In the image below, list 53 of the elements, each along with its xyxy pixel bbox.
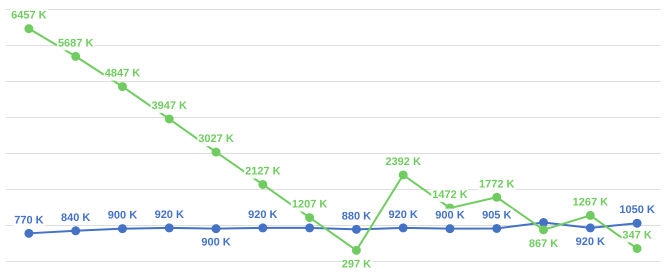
point: [118, 82, 127, 92]
point: [258, 223, 268, 232]
data-label: 297 K: [342, 258, 372, 270]
point: [539, 225, 548, 234]
point: [539, 218, 548, 228]
data-label: 4847 K: [104, 68, 140, 80]
data-label: 2392 K: [385, 156, 421, 168]
point: [445, 224, 454, 234]
data-label: 347 K: [622, 230, 652, 242]
data-label: 1772 K: [479, 178, 515, 190]
point: [586, 223, 595, 232]
point: [632, 218, 642, 228]
data-label: 6457 K: [11, 10, 47, 22]
point: [352, 246, 361, 255]
data-label: 920 K: [154, 208, 184, 221]
point: [71, 226, 80, 236]
point: [586, 210, 595, 220]
point: [71, 52, 80, 61]
point: [632, 244, 642, 254]
point: [24, 24, 34, 34]
point: [492, 224, 502, 233]
data-label: 1050 K: [619, 204, 655, 216]
point: [398, 170, 408, 180]
data-label: 1472 K: [432, 189, 468, 202]
point: [492, 192, 502, 202]
data-label: 3027 K: [198, 133, 234, 146]
point: [24, 228, 34, 238]
data-label: 1267 K: [572, 196, 608, 208]
point: [258, 180, 268, 189]
data-label: 1207 K: [292, 198, 328, 211]
point: [212, 148, 221, 157]
point: [352, 224, 361, 234]
data-label: 840 K: [61, 212, 90, 224]
data-label: 2127 K: [245, 165, 281, 178]
point: [118, 224, 127, 234]
data-label: 920 K: [248, 208, 278, 221]
data-label: 770 K: [14, 214, 44, 226]
point: [164, 223, 174, 232]
data-label: 920 K: [576, 236, 606, 248]
data-label: 867 K: [528, 238, 558, 250]
data-label: 900 K: [201, 236, 231, 249]
point: [212, 224, 221, 234]
point: [305, 223, 314, 232]
data-label: 920 K: [388, 208, 418, 221]
data-label: 880 K: [342, 210, 372, 222]
data-label: 3947 K: [152, 100, 188, 112]
data-label: 900 K: [435, 210, 465, 222]
point: [398, 223, 408, 232]
data-label: 900 K: [108, 210, 138, 222]
data-label: 5687 K: [58, 37, 94, 50]
data-label: 905 K: [482, 209, 512, 222]
point: [305, 213, 314, 222]
point: [164, 114, 174, 124]
